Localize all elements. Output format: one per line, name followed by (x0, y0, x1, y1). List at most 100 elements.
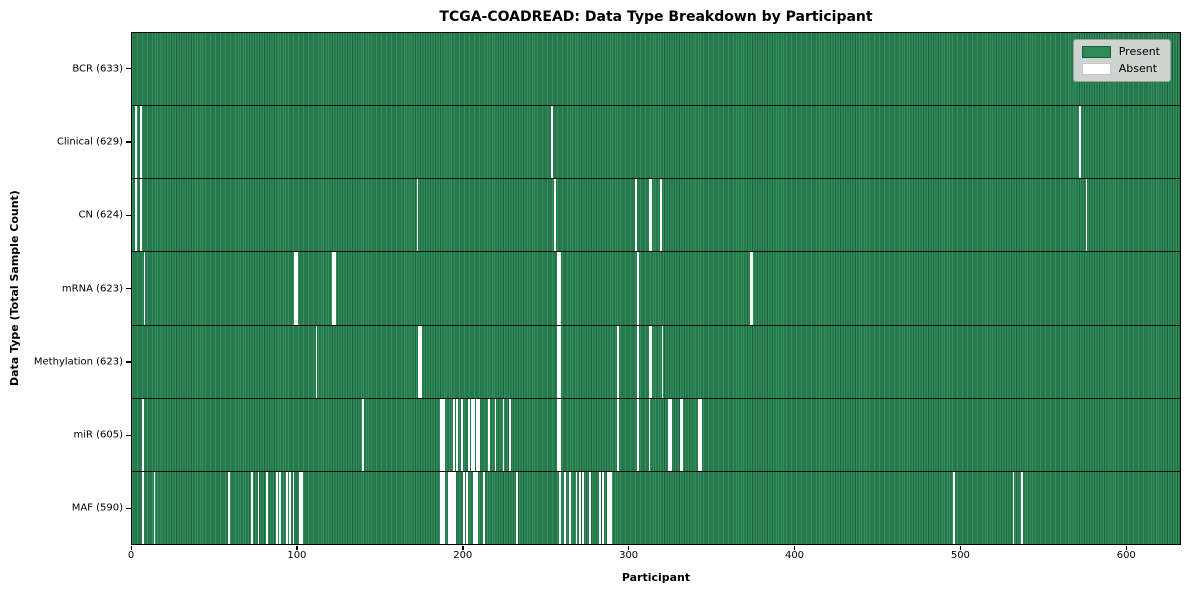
presence-row-bcr (132, 33, 1180, 107)
y-tick-label: CN (624) (78, 209, 123, 221)
absent-marker (751, 252, 753, 325)
y-tick-mark (126, 434, 131, 436)
absent-marker (559, 398, 561, 471)
x-tick-label: 500 (950, 550, 970, 561)
absent-marker (140, 179, 142, 252)
absent-marker (648, 179, 651, 252)
absent-marker (588, 471, 591, 544)
absent-marker (660, 179, 662, 252)
absent-marker (228, 471, 230, 544)
absent-marker (698, 398, 700, 471)
absent-marker (300, 471, 303, 544)
absent-marker (473, 398, 475, 471)
legend-label: Absent (1118, 62, 1158, 75)
absent-marker (473, 471, 475, 544)
y-tick-mark (126, 507, 131, 510)
absent-marker (670, 398, 672, 471)
absent-marker (617, 398, 619, 471)
absent-marker (487, 398, 490, 471)
y-tick-label: MAF (590) (71, 502, 123, 514)
absent-marker (299, 471, 301, 544)
x-tick-label: 200 (453, 550, 473, 561)
legend-swatch-absent (1081, 63, 1111, 75)
absent-marker (454, 471, 457, 544)
absent-marker (482, 471, 485, 544)
absent-marker (579, 471, 581, 544)
x-tick-mark (1125, 546, 1128, 550)
absent-marker (550, 106, 553, 179)
x-tick-mark (628, 546, 630, 550)
absent-marker (610, 471, 613, 544)
absent-marker (141, 471, 144, 544)
presence-row-clinical (132, 106, 1180, 180)
x-tick-mark (130, 546, 132, 550)
absent-marker (453, 471, 455, 544)
presence-row-cn (132, 179, 1180, 253)
absent-marker (333, 252, 336, 325)
x-tick-mark (296, 546, 298, 550)
absent-marker (636, 252, 639, 325)
absent-marker (564, 471, 566, 544)
absent-marker (332, 252, 334, 325)
y-tick-label: miR (605) (73, 429, 123, 441)
absent-marker (362, 398, 364, 471)
absent-marker (468, 398, 470, 471)
absent-marker (650, 179, 652, 252)
absent-marker (559, 252, 561, 325)
absent-marker (439, 471, 442, 544)
absent-marker (266, 471, 268, 544)
absent-marker (292, 471, 295, 544)
absent-marker (635, 179, 637, 252)
y-tick-label: mRNA (623) (61, 283, 123, 294)
absent-marker (441, 471, 444, 544)
absent-marker (279, 471, 281, 544)
absent-marker (135, 179, 137, 252)
absent-marker (418, 325, 421, 398)
y-tick-mark (126, 141, 131, 143)
presence-row-mir (132, 398, 1180, 472)
absent-marker (602, 471, 604, 544)
absent-marker (449, 471, 452, 544)
absent-marker (608, 471, 611, 544)
absent-marker (448, 471, 450, 544)
absent-marker (439, 398, 442, 471)
x-tick-label: 0 (127, 550, 135, 561)
absent-marker (680, 398, 682, 471)
legend-swatch-present (1081, 46, 1111, 58)
absent-marker (463, 471, 465, 544)
absent-marker (478, 398, 480, 471)
absent-marker (681, 398, 684, 471)
absent-marker (276, 471, 278, 544)
absent-marker (441, 398, 444, 471)
y-tick-label: Methylation (623) (33, 356, 123, 368)
plot-area: Present Absent (131, 32, 1181, 545)
absent-marker (466, 471, 469, 544)
absent-marker (668, 398, 671, 471)
y-tick-mark (126, 68, 131, 70)
absent-marker (140, 106, 142, 179)
absent-marker (476, 398, 478, 471)
absent-marker (607, 471, 609, 544)
x-tick-label: 400 (784, 550, 805, 561)
absent-marker (648, 325, 651, 398)
absent-marker (251, 471, 253, 544)
y-tick-label: BCR (633) (72, 63, 123, 75)
absent-marker (636, 325, 639, 398)
legend-item-present: Present (1081, 46, 1160, 58)
absent-marker (474, 471, 477, 544)
absent-marker (471, 398, 474, 471)
presence-row-methylation (132, 325, 1180, 399)
absent-marker (509, 398, 512, 471)
presence-row-mrna (132, 252, 1180, 326)
legend: Present Absent (1072, 39, 1171, 82)
absent-marker (516, 471, 518, 544)
absent-marker (1021, 471, 1023, 544)
absent-marker (451, 471, 454, 544)
presence-row-maf (132, 471, 1180, 544)
absent-marker (749, 252, 752, 325)
absent-marker (289, 471, 291, 544)
absent-marker (557, 398, 560, 471)
absent-marker (456, 398, 459, 471)
absent-marker (257, 471, 260, 544)
